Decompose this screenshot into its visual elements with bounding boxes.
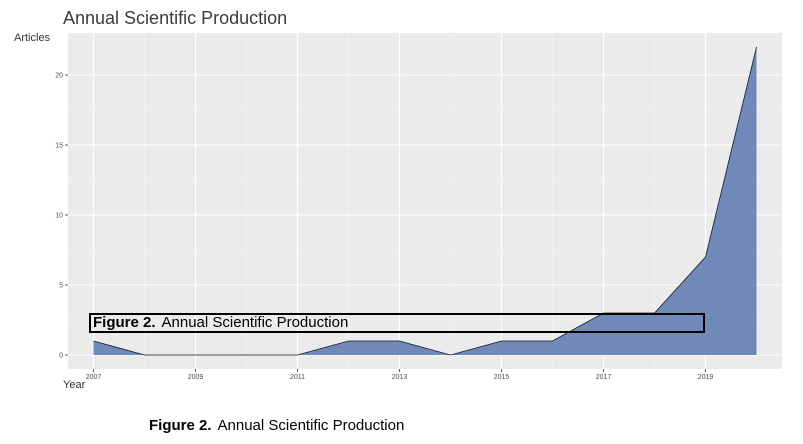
- caption-label: Figure 2.: [149, 417, 212, 434]
- x-tick-label: 2007: [86, 374, 102, 381]
- figure-caption: Figure 2. Annual Scientific Production: [149, 417, 404, 434]
- overlay-caption-label: Figure 2.: [93, 314, 156, 331]
- chart-title: Annual Scientific Production: [63, 8, 287, 28]
- y-tick-label: 0: [59, 353, 63, 360]
- x-axis-label: Year: [63, 379, 86, 391]
- y-tick-label: 5: [59, 283, 63, 290]
- x-tick-label: 2019: [698, 374, 714, 381]
- y-tick-label: 10: [55, 213, 63, 220]
- y-tick-label: 20: [55, 73, 63, 80]
- area-fill: [93, 47, 757, 355]
- y-axis-label: Articles: [14, 32, 51, 44]
- y-axis-ticks: 0 5 10 15 20: [55, 73, 68, 360]
- x-tick-label: 2015: [494, 374, 510, 381]
- x-tick-label: 2017: [596, 374, 612, 381]
- x-tick-label: 2011: [290, 374, 305, 381]
- x-tick-label: 2009: [188, 374, 204, 381]
- y-tick-label: 15: [55, 143, 63, 150]
- caption-text: Annual Scientific Production: [217, 417, 405, 434]
- x-axis-ticks: 2007 2009 2011 2013 2015 2017 2019: [86, 369, 714, 381]
- x-tick-label: 2013: [392, 374, 408, 381]
- overlay-figure-caption: Figure 2. Annual Scientific Production: [89, 313, 705, 333]
- overlay-caption-text: Annual Scientific Production: [161, 314, 349, 331]
